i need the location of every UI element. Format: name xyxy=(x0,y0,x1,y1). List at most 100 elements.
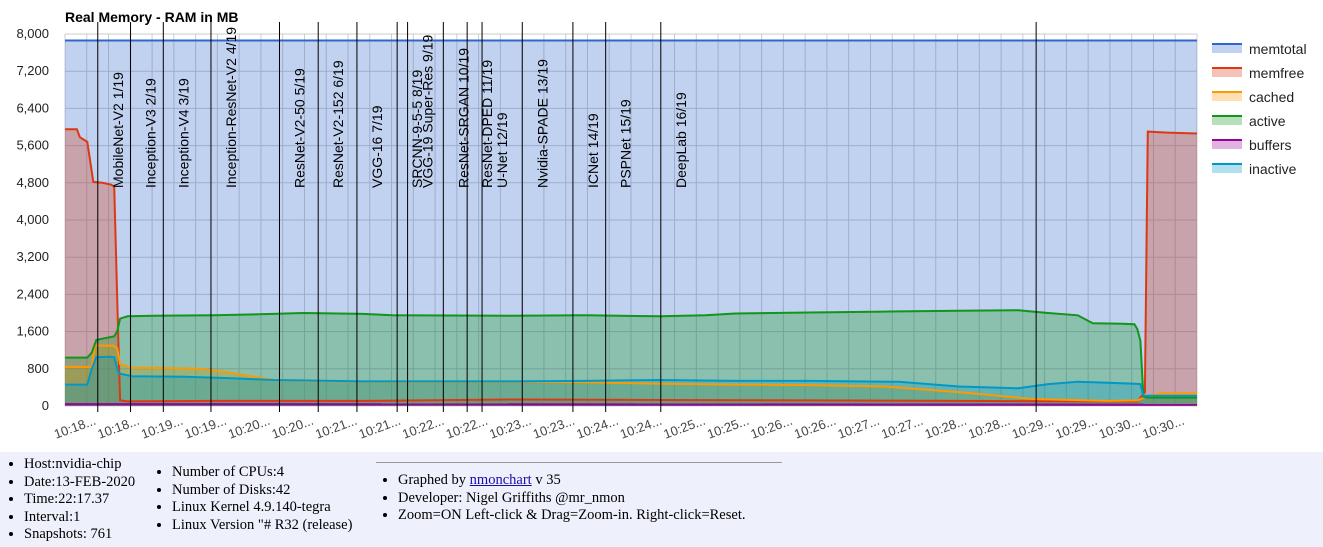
x-tick-label: 10:23... xyxy=(487,413,533,442)
graphed-suffix: v 35 xyxy=(531,472,561,488)
legend-swatch xyxy=(1212,140,1242,149)
legend-item-active[interactable]: active xyxy=(1212,113,1286,129)
cpus-item: Number of CPUs:4 xyxy=(172,464,352,482)
legend-swatch xyxy=(1212,116,1242,125)
legend-label: memtotal xyxy=(1249,41,1307,57)
x-tick-label: 10:29... xyxy=(1010,413,1056,442)
x-tick-label: 10:27... xyxy=(879,413,925,442)
nmonchart-link[interactable]: nmonchart xyxy=(469,472,532,488)
x-axis: 10:18...10:18...10:19...10:19...10:20...… xyxy=(52,413,1186,442)
legend-label: active xyxy=(1249,113,1286,129)
series-line-inactive xyxy=(65,355,1197,397)
info-panel: Host:nvidia-chip Date:13-FEB-2020 Time:2… xyxy=(0,452,1323,547)
legend-swatch xyxy=(1212,68,1242,77)
chart-title: Real Memory - RAM in MB xyxy=(65,9,238,25)
y-tick-label: 2,400 xyxy=(16,286,49,301)
x-tick-label: 10:21... xyxy=(313,413,359,442)
x-tick-label: 10:24... xyxy=(618,413,664,442)
y-tick-label: 1,600 xyxy=(16,324,49,339)
legend-item-cached[interactable]: cached xyxy=(1212,89,1294,105)
host-info-list: Host:nvidia-chip Date:13-FEB-2020 Time:2… xyxy=(4,456,135,544)
y-tick-label: 5,600 xyxy=(16,138,49,153)
marker-label: Inception-ResNet-V2 4/19 xyxy=(223,27,239,188)
zoom-item: Zoom=ON Left-click & Drag=Zoom-in. Right… xyxy=(398,507,745,525)
legend-label: cached xyxy=(1249,89,1294,105)
legend-swatch xyxy=(1212,164,1242,173)
x-tick-label: 10:30... xyxy=(1097,413,1143,442)
x-tick-label: 10:18... xyxy=(52,413,98,442)
disks-item: Number of Disks:42 xyxy=(172,482,352,500)
x-tick-label: 10:30... xyxy=(1140,413,1186,442)
x-tick-label: 10:18... xyxy=(95,413,141,442)
marker-label: U-Net 12/19 xyxy=(494,112,510,188)
marker-label: ICNet 14/19 xyxy=(585,113,601,188)
x-tick-label: 10:24... xyxy=(574,413,620,442)
host-item: Host:nvidia-chip xyxy=(24,456,135,474)
y-tick-label: 3,200 xyxy=(16,249,49,264)
x-tick-label: 10:19... xyxy=(183,413,229,442)
memory-chart[interactable]: Real Memory - RAM in MB MobileNet-V2 1/1… xyxy=(0,0,1323,452)
legend-label: inactive xyxy=(1249,161,1297,177)
x-tick-label: 10:26... xyxy=(749,413,795,442)
marker-label: SRCNN-9-5-5 8/19 xyxy=(409,70,425,188)
legend-swatch xyxy=(1212,92,1242,101)
marker-label: Inception-V3 2/19 xyxy=(143,78,159,188)
x-tick-label: 10:23... xyxy=(531,413,577,442)
marker-label: Nvidia-SPADE 13/19 xyxy=(534,59,550,188)
graphed-prefix: Graphed by xyxy=(398,472,470,488)
legend-label: memfree xyxy=(1249,65,1304,81)
y-tick-label: 8,000 xyxy=(16,26,49,41)
area-cached xyxy=(65,345,1197,406)
version-item: Linux Version "# R32 (release) xyxy=(172,517,352,535)
y-tick-label: 4,800 xyxy=(16,175,49,190)
graphed-by-item: Graphed by nmonchart v 35 xyxy=(398,472,745,490)
developer-item: Developer: Nigel Griffiths @mr_nmon xyxy=(398,490,745,508)
x-tick-label: 10:26... xyxy=(792,413,838,442)
legend-item-memtotal[interactable]: memtotal xyxy=(1212,41,1307,57)
x-tick-label: 10:28... xyxy=(966,413,1012,442)
marker-label: MobileNet-V2 1/19 xyxy=(110,72,126,188)
x-tick-label: 10:22... xyxy=(444,413,490,442)
y-tick-label: 0 xyxy=(42,398,49,413)
legend[interactable]: memtotal memfree cached active buffers inacti… xyxy=(1212,41,1307,177)
time-item: Time:22:17.37 xyxy=(24,491,135,509)
marker-label: Inception-V4 3/19 xyxy=(175,78,191,188)
benchmark-markers: MobileNet-V2 1/19 Inception-V3 2/19 Incept… xyxy=(97,22,1037,412)
credits-list: Graphed by nmonchart v 35 Developer: Nig… xyxy=(378,472,745,525)
date-item: Date:13-FEB-2020 xyxy=(24,474,135,492)
x-tick-label: 10:20... xyxy=(226,413,272,442)
x-tick-label: 10:20... xyxy=(270,413,316,442)
divider xyxy=(376,462,782,463)
legend-item-inactive[interactable]: inactive xyxy=(1212,161,1297,177)
x-tick-label: 10:25... xyxy=(661,413,707,442)
marker-label: DeepLab 16/19 xyxy=(673,92,689,188)
marker-label: ResNet-SRGAN 10/19 xyxy=(455,48,471,188)
x-tick-label: 10:28... xyxy=(923,413,969,442)
y-tick-label: 7,200 xyxy=(16,63,49,78)
kernel-item: Linux Kernel 4.9.140-tegra xyxy=(172,499,352,517)
x-tick-label: 10:22... xyxy=(400,413,446,442)
y-tick-label: 6,400 xyxy=(16,100,49,115)
series-line-active xyxy=(65,309,1197,399)
snapshots-item: Snapshots: 761 xyxy=(24,526,135,544)
marker-label: VGG-16 7/19 xyxy=(369,105,385,188)
interval-item: Interval:1 xyxy=(24,509,135,527)
legend-label: buffers xyxy=(1249,137,1292,153)
legend-item-buffers[interactable]: buffers xyxy=(1212,137,1292,153)
x-tick-label: 10:27... xyxy=(836,413,882,442)
marker-label: ResNet-V2-50 5/19 xyxy=(291,68,307,188)
chart-grid xyxy=(64,33,1198,407)
marker-label: PSPNet 15/19 xyxy=(618,99,634,188)
legend-item-memfree[interactable]: memfree xyxy=(1212,65,1304,81)
x-tick-label: 10:21... xyxy=(357,413,403,442)
y-tick-label: 800 xyxy=(27,361,49,376)
marker-label: ResNet-DPED 11/19 xyxy=(479,60,495,188)
y-tick-label: 4,000 xyxy=(16,212,49,227)
series-line-buffers xyxy=(64,403,1198,406)
marker-label: ResNet-V2-152 6/19 xyxy=(330,60,346,188)
system-info-list: Number of CPUs:4 Number of Disks:42 Linu… xyxy=(152,464,352,534)
legend-swatch xyxy=(1212,44,1242,53)
x-tick-label: 10:29... xyxy=(1053,413,1099,442)
chart-lines xyxy=(64,39,1198,406)
x-tick-label: 10:25... xyxy=(705,413,751,442)
